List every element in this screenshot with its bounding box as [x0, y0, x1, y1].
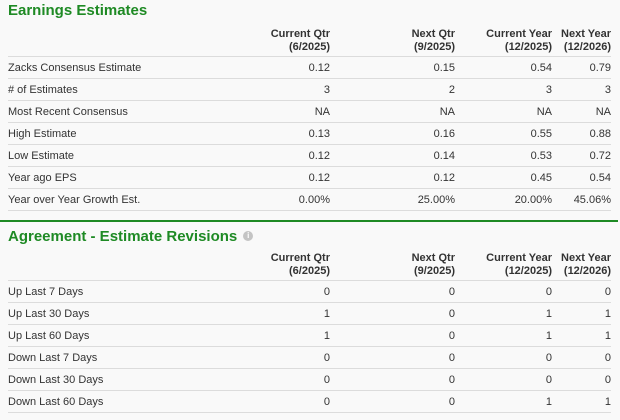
- row-label: Most Recent Consensus: [8, 100, 238, 123]
- cell-value: 0.13: [238, 122, 330, 145]
- col-next-year: Next Year (12/2026): [561, 252, 611, 277]
- cell-value: 0: [330, 302, 455, 325]
- table-row: Up Last 30 Days 1 0 1 1: [8, 302, 611, 325]
- table-header-row: Current Qtr (6/2025) Next Qtr (9/2025) Curre…: [8, 248, 611, 281]
- cell-value: 0.14: [330, 144, 455, 167]
- row-label: Down Last 60 Days: [8, 390, 238, 413]
- cell-value: 45.06%: [552, 188, 611, 211]
- earnings-estimates-table: Current Qtr (6/2025) Next Qtr (9/2025) Curre…: [8, 24, 611, 211]
- cell-value: 0.54: [455, 56, 552, 79]
- cell-value: NA: [552, 100, 611, 123]
- cell-value: 25.00%: [330, 188, 455, 211]
- cell-value: 0.12: [330, 166, 455, 189]
- cell-value: 0.53: [455, 144, 552, 167]
- cell-value: 0: [238, 368, 330, 391]
- row-label: # of Estimates: [8, 78, 238, 101]
- cell-value: 0.16: [330, 122, 455, 145]
- earnings-estimates-section: Earnings Estimates Current Qtr (6/2025) Ne…: [8, 2, 611, 211]
- cell-value: 0.55: [455, 122, 552, 145]
- table-row: # of Estimates 3 2 3 3: [8, 78, 611, 101]
- section-divider: [0, 220, 618, 222]
- table-header-row: Current Qtr (6/2025) Next Qtr (9/2025) Curre…: [8, 24, 611, 57]
- cell-value: 0: [455, 346, 552, 369]
- cell-value: 3: [455, 78, 552, 101]
- col-next-year: Next Year (12/2026): [561, 28, 611, 53]
- table-row: Zacks Consensus Estimate 0.12 0.15 0.54 0.79: [8, 56, 611, 79]
- table-row: Low Estimate 0.12 0.14 0.53 0.72: [8, 144, 611, 167]
- cell-value: 0.72: [552, 144, 611, 167]
- cell-value: 0.15: [330, 56, 455, 79]
- cell-value: 0: [330, 280, 455, 303]
- cell-value: 0: [330, 368, 455, 391]
- cell-value: NA: [330, 100, 455, 123]
- cell-value: 3: [552, 78, 611, 101]
- agreement-table: Current Qtr (6/2025) Next Qtr (9/2025) Curre…: [8, 248, 611, 413]
- cell-value: 1: [455, 324, 552, 347]
- cell-value: 0: [552, 346, 611, 369]
- earnings-estimates-title: Earnings Estimates: [8, 2, 148, 19]
- table-row: Up Last 7 Days 0 0 0 0: [8, 280, 611, 303]
- row-label: Up Last 30 Days: [8, 302, 238, 325]
- cell-value: 0: [552, 368, 611, 391]
- table-row: Most Recent Consensus NA NA NA NA: [8, 100, 611, 123]
- cell-value: 20.00%: [455, 188, 552, 211]
- row-label: Year ago EPS: [8, 166, 238, 189]
- cell-value: 0: [455, 280, 552, 303]
- cell-value: 1: [455, 302, 552, 325]
- row-label: High Estimate: [8, 122, 238, 145]
- row-label: Up Last 7 Days: [8, 280, 238, 303]
- info-icon[interactable]: i: [243, 231, 254, 242]
- cell-value: 0.54: [552, 166, 611, 189]
- row-label: Low Estimate: [8, 144, 238, 167]
- cell-value: 2: [330, 78, 455, 101]
- cell-value: 0.12: [238, 144, 330, 167]
- table-row: Year ago EPS 0.12 0.12 0.45 0.54: [8, 166, 611, 189]
- cell-value: 1: [552, 302, 611, 325]
- row-label: Down Last 30 Days: [8, 368, 238, 391]
- col-current-year: Current Year (12/2025): [486, 28, 552, 53]
- cell-value: 0: [330, 324, 455, 347]
- col-current-year: Current Year (12/2025): [486, 252, 552, 277]
- table-row: Down Last 30 Days 0 0 0 0: [8, 368, 611, 391]
- col-current-qtr: Current Qtr (6/2025): [270, 252, 330, 277]
- table-row: Year over Year Growth Est. 0.00% 25.00% 20.…: [8, 188, 611, 211]
- cell-value: 0.45: [455, 166, 552, 189]
- table-row: Down Last 7 Days 0 0 0 0: [8, 346, 611, 369]
- agreement-title: Agreement - Estimate Revisions i: [0, 229, 620, 248]
- cell-value: 0.12: [238, 56, 330, 79]
- cell-value: 3: [238, 78, 330, 101]
- cell-value: 0.79: [552, 56, 611, 79]
- cell-value: 0.12: [238, 166, 330, 189]
- cell-value: 0.88: [552, 122, 611, 145]
- cell-value: 1: [552, 390, 611, 413]
- col-next-qtr: Next Qtr (9/2025): [411, 28, 455, 53]
- cell-value: 0: [552, 280, 611, 303]
- cell-value: 1: [455, 390, 552, 413]
- cell-value: 0: [455, 368, 552, 391]
- table-row: Down Last 60 Days 0 0 1 1: [8, 390, 611, 413]
- cell-value: 0: [330, 390, 455, 413]
- cell-value: 0.00%: [238, 188, 330, 211]
- row-label: Year over Year Growth Est.: [8, 188, 238, 211]
- cell-value: 0: [238, 346, 330, 369]
- cell-value: 1: [238, 324, 330, 347]
- cell-value: 0: [238, 280, 330, 303]
- row-label: Down Last 7 Days: [8, 346, 238, 369]
- table-row: High Estimate 0.13 0.16 0.55 0.88: [8, 122, 611, 145]
- col-next-qtr: Next Qtr (9/2025): [411, 252, 455, 277]
- cell-value: 0: [238, 390, 330, 413]
- cell-value: NA: [238, 100, 330, 123]
- col-current-qtr: Current Qtr (6/2025): [270, 28, 330, 53]
- row-label: Up Last 60 Days: [8, 324, 238, 347]
- row-label: Zacks Consensus Estimate: [8, 56, 238, 79]
- agreement-section: Agreement - Estimate Revisions i Current …: [0, 222, 620, 413]
- cell-value: 0: [330, 346, 455, 369]
- cell-value: NA: [455, 100, 552, 123]
- table-row: Up Last 60 Days 1 0 1 1: [8, 324, 611, 347]
- cell-value: 1: [238, 302, 330, 325]
- cell-value: 1: [552, 324, 611, 347]
